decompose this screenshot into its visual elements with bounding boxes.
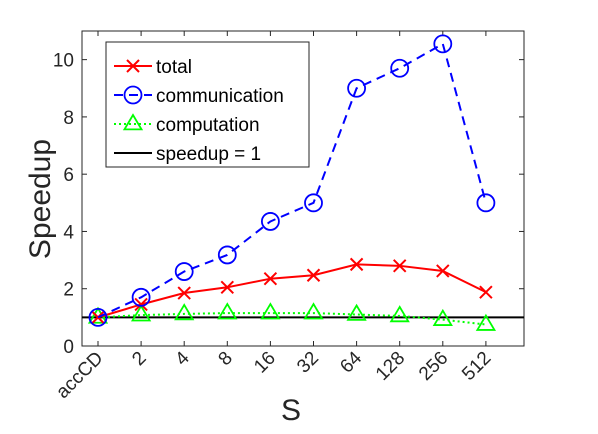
legend-box xyxy=(105,41,310,168)
series-total xyxy=(91,257,493,325)
series-computation xyxy=(87,302,497,331)
data-point-x-stroke xyxy=(134,297,148,312)
y-axis-label: Speedup xyxy=(24,139,57,259)
legend-label: speedup = 1 xyxy=(156,144,261,165)
data-point-triangle xyxy=(260,302,281,320)
data-point-x xyxy=(349,257,364,272)
data-point-x xyxy=(263,271,278,286)
x-tick-label: 4 xyxy=(171,347,194,370)
data-point-x-stroke xyxy=(220,280,235,295)
legend-item: communication xyxy=(114,85,284,107)
data-point-x xyxy=(479,285,493,299)
data-point-triangle xyxy=(122,113,144,131)
data-point-circle xyxy=(433,34,453,54)
y-tick-label: 8 xyxy=(63,108,74,129)
legend-label: communication xyxy=(156,86,284,107)
legend-label: total xyxy=(156,57,192,78)
x-tick-label: 256 xyxy=(415,348,452,385)
data-point-circle xyxy=(131,287,151,307)
y-tick-label: 10 xyxy=(53,51,74,72)
data-point-x-stroke xyxy=(306,268,321,282)
legend-item: computation xyxy=(114,113,260,136)
data-point-triangle xyxy=(346,303,367,321)
data-point-triangle xyxy=(130,304,152,322)
data-point-circle xyxy=(123,85,143,105)
data-point-x-stroke xyxy=(263,271,278,286)
x-tick-label: 64 xyxy=(336,347,366,377)
legend-item: speedup = 1 xyxy=(114,144,261,165)
data-point-x xyxy=(177,286,191,300)
data-point-x xyxy=(436,264,450,278)
series-line xyxy=(97,263,487,319)
x-tick-label: accCD xyxy=(52,348,107,403)
x-tick-label: 512 xyxy=(458,348,495,385)
data-point-x xyxy=(126,59,140,73)
data-point-triangle xyxy=(432,308,453,326)
x-tick-label: 16 xyxy=(250,348,280,378)
legend-item: total xyxy=(114,57,192,78)
x-tick-label: 128 xyxy=(372,348,409,385)
y-tick-label: 2 xyxy=(63,280,74,301)
data-point-x-stroke xyxy=(436,264,450,278)
data-point-circle xyxy=(304,193,323,213)
data-point-triangle xyxy=(217,302,238,320)
x-tick-label: 8 xyxy=(215,348,237,370)
legend: total communication computation speedup = 1 xyxy=(105,41,310,168)
data-point-circle xyxy=(390,58,410,78)
data-point-x xyxy=(220,280,235,295)
data-point-x-stroke xyxy=(349,257,364,272)
data-point-circle xyxy=(260,212,280,231)
x-axis-label: S xyxy=(281,394,301,427)
data-point-circle xyxy=(174,262,194,281)
series-communication xyxy=(88,34,496,327)
data-point-triangle xyxy=(475,313,497,331)
data-point-x xyxy=(392,259,407,273)
data-point-x-stroke xyxy=(392,259,407,273)
y-tick-label: 6 xyxy=(63,165,74,186)
series-line xyxy=(97,42,487,319)
data-point-x-stroke xyxy=(479,285,493,299)
data-point-x xyxy=(134,297,148,312)
data-point-triangle xyxy=(174,303,195,321)
data-point-circle xyxy=(217,245,237,265)
y-tick-label: 0 xyxy=(63,337,74,358)
data-point-circle xyxy=(347,78,367,98)
x-tick-label: 32 xyxy=(293,348,323,378)
data-point-circle xyxy=(88,307,108,327)
data-point-x xyxy=(306,268,321,282)
data-point-triangle xyxy=(389,305,410,323)
legend-label: computation xyxy=(156,115,260,136)
data-point-circle xyxy=(476,193,496,213)
y-tick-label: 4 xyxy=(63,222,74,243)
x-tick-label: 2 xyxy=(128,348,150,370)
data-point-x-stroke xyxy=(177,286,191,300)
data-point-triangle xyxy=(303,302,324,320)
data-point-x-stroke xyxy=(126,59,140,73)
